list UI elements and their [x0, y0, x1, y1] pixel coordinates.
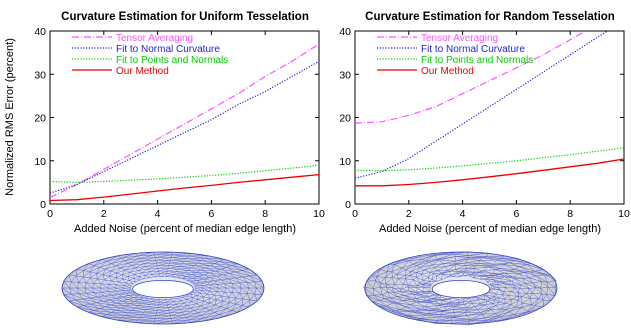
- chart-title: Curvature Estimation for Uniform Tessela…: [61, 11, 309, 23]
- y-tick-label: 30: [34, 69, 46, 81]
- y-tick-label: 30: [339, 69, 351, 81]
- series-line-fit-to-points-and-normals: [50, 164, 319, 184]
- chart-random: Curvature Estimation for Random Tesselat…: [339, 11, 630, 235]
- chart-uniform: Curvature Estimation for Uniform Tessela…: [4, 11, 325, 235]
- y-tick-label: 40: [34, 26, 46, 38]
- legend-entry: Our Method: [421, 66, 474, 77]
- x-tick-label: 2: [101, 208, 107, 220]
- y-tick-label: 20: [34, 113, 46, 125]
- legend-entry: Fit to Normal Curvature: [421, 44, 525, 55]
- random-torus-mesh: [363, 251, 558, 326]
- x-tick-label: 0: [352, 208, 358, 220]
- x-tick-label: 4: [155, 208, 161, 220]
- series-line-fit-to-points-and-normals: [355, 147, 624, 172]
- y-tick-label: 40: [339, 26, 351, 38]
- series-line-our-method: [50, 173, 319, 202]
- x-tick-label: 4: [460, 208, 466, 220]
- x-tick-label: 2: [406, 208, 412, 220]
- x-tick-label: 6: [208, 208, 214, 220]
- legend-entry: Fit to Points and Normals: [116, 55, 228, 66]
- legend-entry: Fit to Points and Normals: [421, 55, 533, 66]
- x-tick-label: 8: [262, 208, 268, 220]
- x-tick-label: 0: [47, 208, 53, 220]
- series-line-tensor-averaging: [50, 43, 319, 199]
- series-line-our-method: [355, 158, 624, 187]
- y-tick-label: 10: [339, 156, 351, 168]
- y-tick-label: 0: [40, 199, 46, 211]
- axis-ticks: 0 2 4 6 8 10 0 10 20 30 40: [339, 26, 630, 220]
- y-tick-label: 0: [345, 199, 351, 211]
- x-tick-label: 6: [513, 208, 519, 220]
- legend-entry: Tensor Averaging: [116, 33, 193, 44]
- y-axis-label: Normalized RMS Error (percent): [4, 38, 16, 196]
- x-axis-label: Added Noise (percent of median edge leng…: [74, 223, 296, 235]
- legend-entry: Tensor Averaging: [421, 33, 498, 44]
- x-tick-label: 10: [313, 208, 325, 220]
- series-lines: [50, 43, 319, 202]
- series-line-tensor-averaging: [355, 31, 587, 124]
- chart-title: Curvature Estimation for Random Tesselat…: [365, 11, 615, 23]
- axis-ticks: 0 2 4 6 8 10 0 10 20 30 40: [34, 26, 325, 220]
- x-tick-label: 8: [567, 208, 573, 220]
- x-tick-label: 10: [618, 208, 630, 220]
- series-lines: [355, 31, 624, 187]
- legend-entry: Our Method: [116, 66, 169, 77]
- x-axis-label: Added Noise (percent of median edge leng…: [379, 223, 601, 235]
- uniform-torus-mesh: [61, 251, 265, 325]
- legend-entry: Fit to Normal Curvature: [116, 44, 220, 55]
- series-line-fit-to-normal-curvature: [50, 60, 319, 194]
- y-tick-label: 10: [34, 156, 46, 168]
- y-tick-label: 20: [339, 113, 351, 125]
